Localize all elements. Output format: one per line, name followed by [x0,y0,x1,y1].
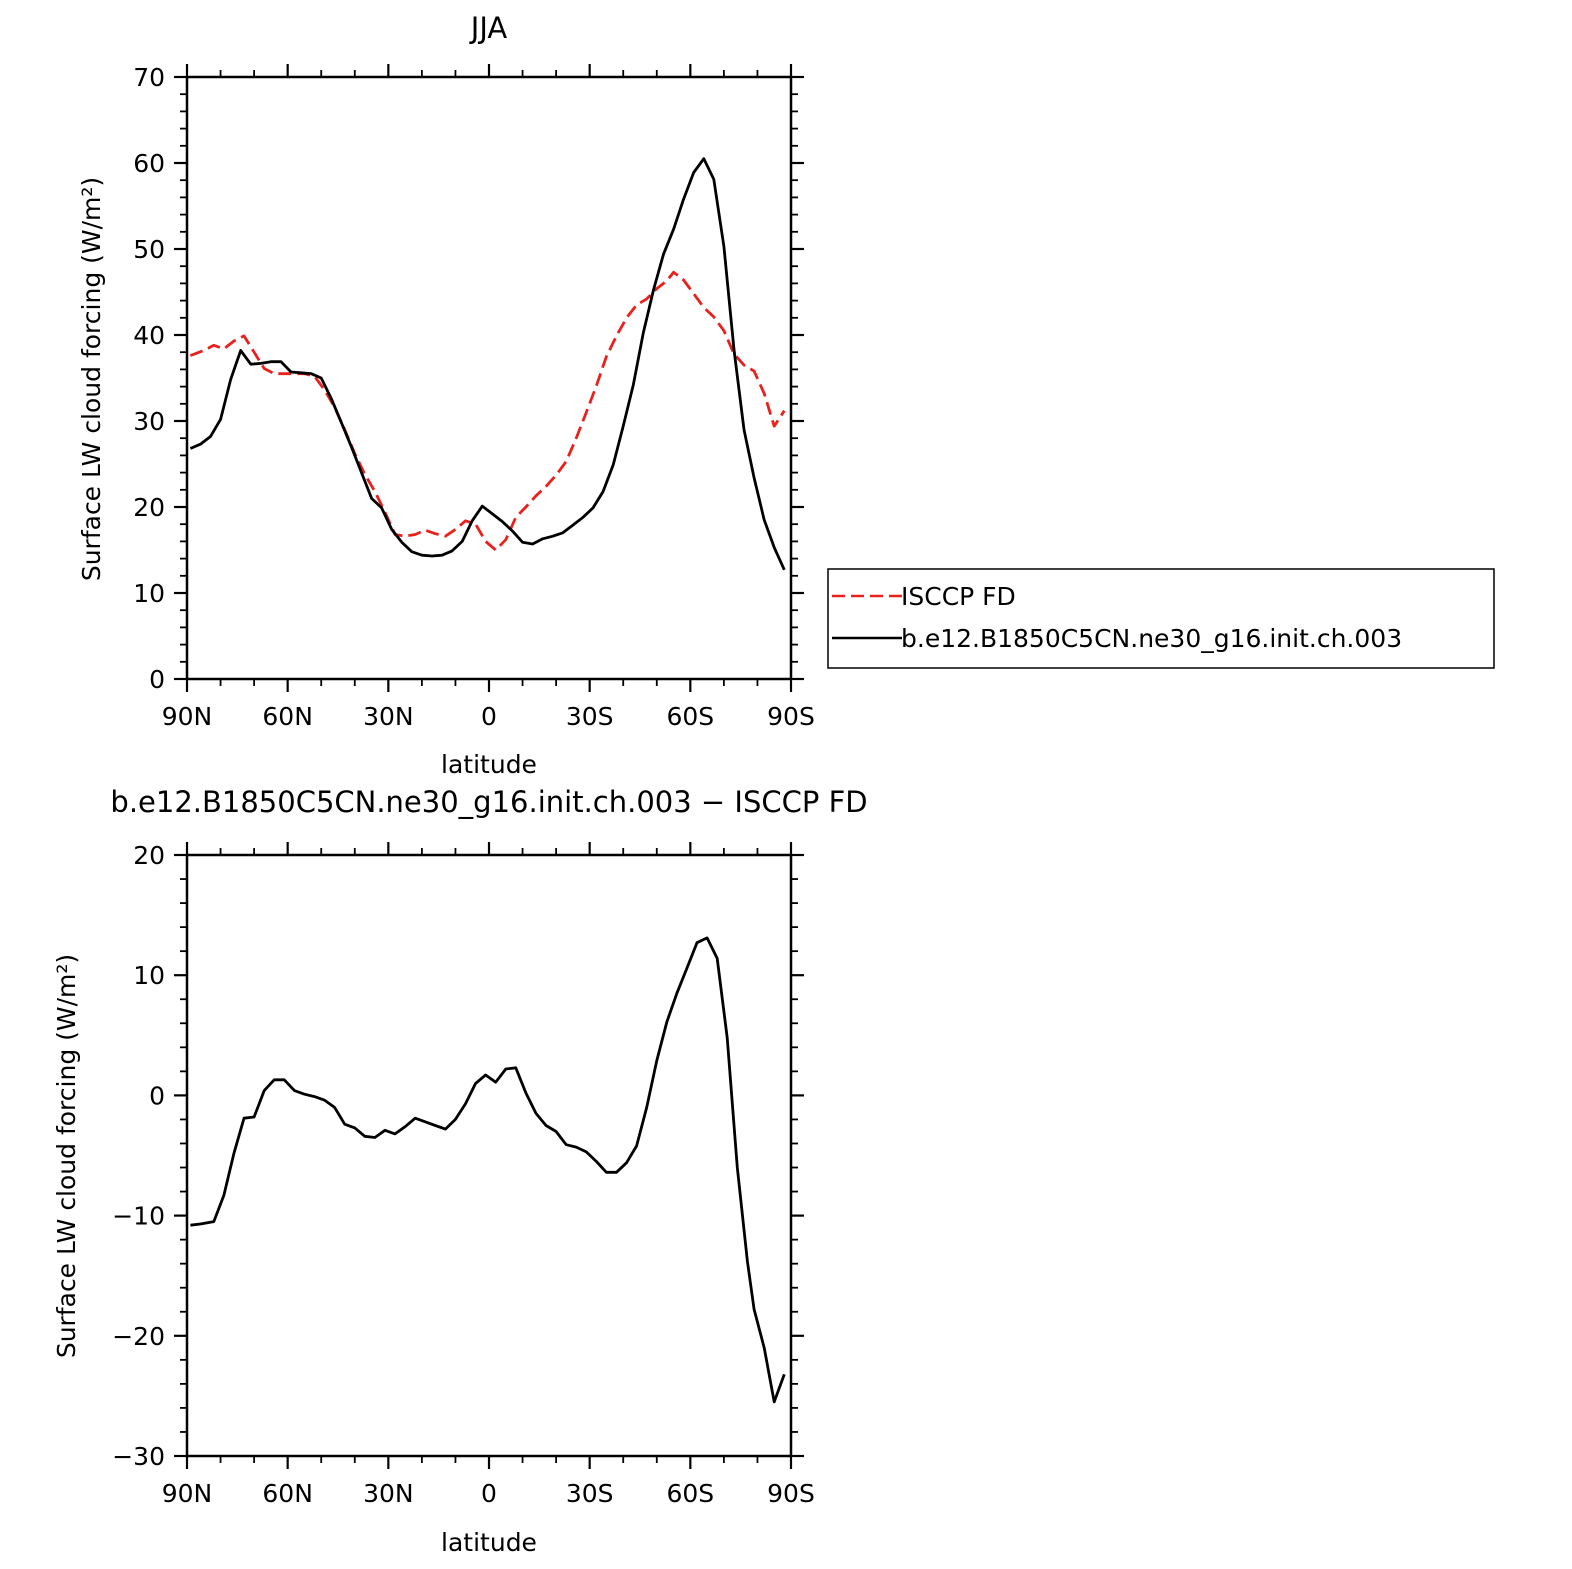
x-tick-label: 30N [363,1479,414,1508]
y-tick-label: 70 [133,63,165,92]
x-tick-label: 60S [666,1479,714,1508]
x-tick-label: 90N [162,702,213,731]
y-tick-label: −10 [112,1202,165,1231]
x-tick-label: 30S [566,702,614,731]
series-line-model [189,157,786,571]
lower-plot-title: b.e12.B1850C5CN.ne30_g16.init.ch.003 − I… [110,785,867,819]
y-tick-label: 0 [149,665,165,694]
lower-y-axis-title: Surface LW cloud forcing (W/m²) [52,954,81,1358]
y-tick-label: 30 [133,407,165,436]
x-tick-label: 90S [767,1479,815,1508]
x-tick-label: 90N [162,1479,213,1508]
x-tick-label: 90S [767,702,815,731]
lower-line-plot: b.e12.B1850C5CN.ne30_g16.init.ch.003 − I… [52,785,868,1557]
x-tick-label: 60N [262,702,313,731]
y-tick-label: 20 [133,493,165,522]
x-tick-label: 60S [666,702,714,731]
x-tick-label: 60N [262,1479,313,1508]
lower-plot-frame [185,853,793,1458]
upper-series-lines [189,157,786,571]
legend: ISCCP FD b.e12.B1850C5CN.ne30_g16.init.c… [827,568,1495,669]
y-tick-label: 0 [149,1081,165,1110]
x-tick-label: 30S [566,1479,614,1508]
upper-y-axis-title: Surface LW cloud forcing (W/m²) [77,177,106,581]
lower-tick-labels: 90N 60N 30N 0 30S 60S 90S −30 −20 −10 0 10 20 [112,841,815,1508]
series-line-model [190,936,786,1404]
upper-plot-frame [185,75,793,681]
y-tick-label: 10 [133,579,165,608]
y-tick-label: 10 [133,961,165,990]
y-tick-label: 40 [133,321,165,350]
upper-x-axis-title: latitude [441,750,537,779]
y-tick-label: 60 [133,149,165,178]
y-tick-label: −20 [112,1322,165,1351]
legend-label-model: b.e12.B1850C5CN.ne30_g16.init.ch.003 [901,624,1402,653]
legend-box [827,568,1495,669]
x-tick-label: 0 [481,702,497,731]
lower-axis-ticks [174,842,804,1469]
y-tick-label: −30 [112,1442,165,1471]
x-tick-label: 0 [481,1479,497,1508]
upper-axis-ticks [174,64,804,692]
x-tick-label: 30N [363,702,414,731]
upper-plot-title: JJA [469,11,508,45]
lower-series-lines [190,936,786,1404]
lower-x-axis-title: latitude [441,1528,537,1557]
upper-line-plot: JJA Surface LW cloud forcing (W/m²) lati… [77,11,815,779]
series-line-isccp-fd [189,270,786,552]
legend-label-isccp-fd: ISCCP FD [901,582,1016,611]
y-tick-label: 50 [133,235,165,264]
upper-tick-labels: 90N 60N 30N 0 30S 60S 90S 0 10 20 30 40 50 60 70 [133,63,815,731]
y-tick-label: 20 [133,841,165,870]
